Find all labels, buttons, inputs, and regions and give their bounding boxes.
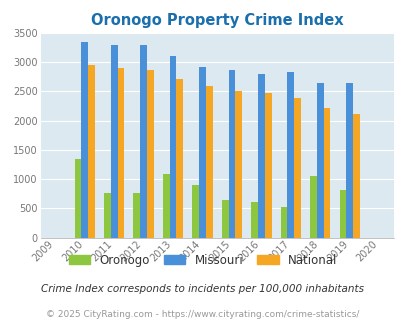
Bar (235, 91, 241, 238)
Text: © 2025 CityRating.com - https://www.cityrating.com/crime-statistics/: © 2025 CityRating.com - https://www.city… (46, 310, 359, 319)
Bar (228, 70, 235, 238)
Bar (88, 65, 95, 238)
Bar (345, 83, 352, 238)
Bar (251, 202, 257, 238)
Bar (162, 174, 169, 238)
Bar (81, 42, 88, 238)
Bar (287, 72, 294, 238)
Bar (133, 193, 140, 238)
Bar (192, 185, 198, 238)
Bar (221, 200, 228, 238)
Bar (147, 70, 153, 238)
Bar (198, 67, 205, 238)
Bar (176, 79, 183, 238)
Bar (339, 190, 345, 238)
Title: Oronogo Property Crime Index: Oronogo Property Crime Index (91, 13, 343, 28)
Bar (111, 45, 117, 238)
Bar (323, 109, 330, 238)
Bar (257, 74, 264, 238)
Bar (352, 114, 359, 238)
Bar (169, 56, 176, 238)
Bar (104, 193, 111, 238)
Bar (294, 98, 300, 238)
Bar (280, 207, 287, 238)
Bar (205, 85, 212, 238)
Text: Crime Index corresponds to incidents per 100,000 inhabitants: Crime Index corresponds to incidents per… (41, 284, 364, 294)
Legend: Oronogo, Missouri, National: Oronogo, Missouri, National (65, 250, 340, 270)
Bar (140, 45, 147, 238)
Bar (264, 93, 271, 238)
Bar (75, 159, 81, 238)
Bar (316, 83, 323, 238)
Bar (117, 68, 124, 238)
Bar (309, 176, 316, 238)
